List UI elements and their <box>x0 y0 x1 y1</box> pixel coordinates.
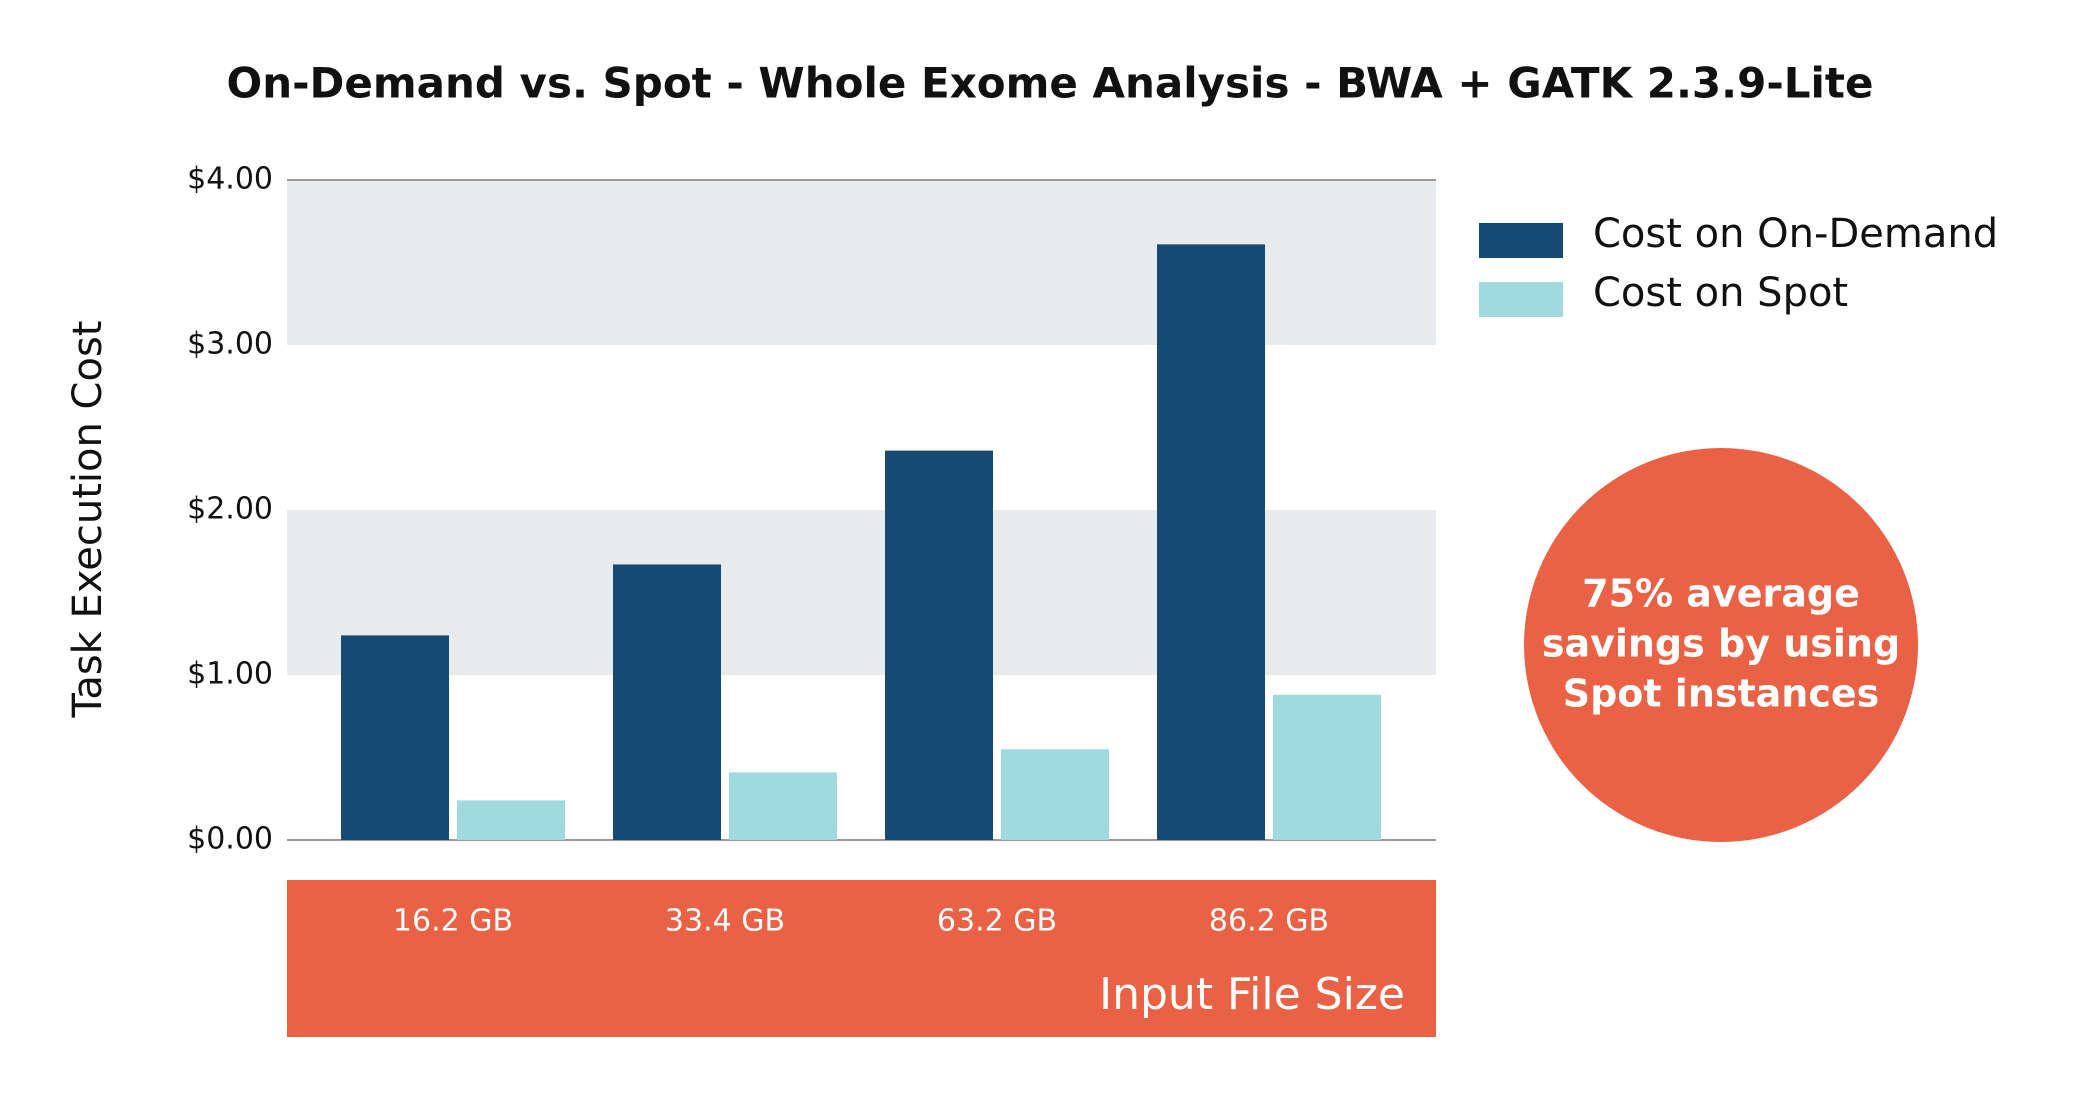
y-tick-label: $4.00 <box>187 162 273 197</box>
annotation-text: 75% average <box>1582 572 1860 616</box>
bar <box>613 564 721 840</box>
legend-label: Cost on On-Demand <box>1593 211 1998 257</box>
x-tick-label: 33.4 GB <box>665 904 785 939</box>
x-axis-label: Input File Size <box>1099 969 1405 1020</box>
x-tick-label: 16.2 GB <box>393 904 513 939</box>
bar <box>341 635 449 840</box>
y-axis-label: Task Execution Cost <box>65 321 111 719</box>
annotation-circle <box>1524 448 1918 842</box>
bar <box>729 772 837 840</box>
x-axis-band <box>287 880 1436 1037</box>
legend-swatch <box>1479 282 1563 317</box>
bar <box>1157 244 1265 841</box>
y-tick-label: $3.00 <box>187 327 273 362</box>
bar <box>885 450 993 840</box>
legend-swatch <box>1479 223 1563 258</box>
annotation-text: savings by using <box>1542 622 1900 666</box>
y-tick-label: $2.00 <box>187 492 273 527</box>
legend-label: Cost on Spot <box>1593 270 1848 316</box>
y-tick-label: $0.00 <box>187 822 273 857</box>
bar <box>1001 749 1109 840</box>
bar <box>1273 694 1381 840</box>
y-tick-label: $1.00 <box>187 657 273 692</box>
bar <box>457 800 565 840</box>
chart-title: On-Demand vs. Spot - Whole Exome Analysi… <box>226 59 1873 108</box>
x-tick-label: 86.2 GB <box>1209 904 1329 939</box>
annotation-text: Spot instances <box>1563 672 1880 716</box>
x-tick-label: 63.2 GB <box>937 904 1057 939</box>
